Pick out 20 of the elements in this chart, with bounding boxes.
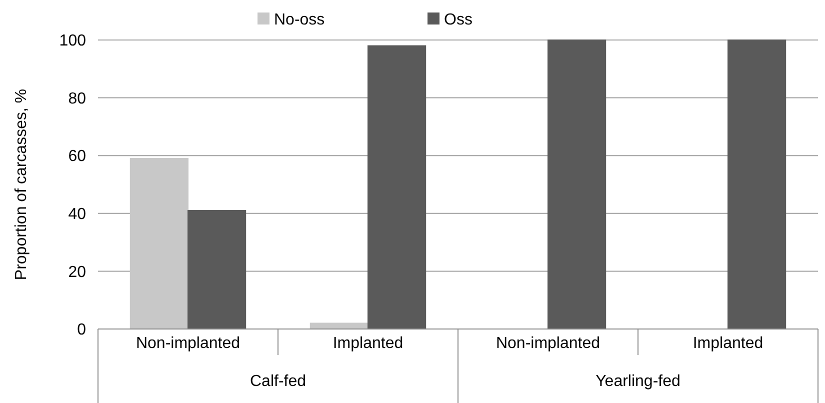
y-tick-label: 0 [77, 322, 86, 339]
text: Yearling-fed [596, 373, 680, 390]
bar [728, 40, 786, 330]
y-axis-title: Proportion of carcasses, % [13, 88, 30, 280]
x-tick-label: Non-implanted [496, 335, 600, 352]
x-tick-label: Non-implanted [136, 335, 240, 352]
legend-label: No-oss [274, 12, 325, 29]
y-tick-label: 40 [68, 206, 86, 223]
y-tick-label: 80 [68, 90, 86, 108]
bar [548, 40, 606, 330]
legend-label: Oss [444, 12, 472, 29]
bar [130, 158, 188, 330]
y-tick-label: 20 [68, 264, 86, 281]
bar [368, 45, 426, 330]
x-tick-label: Implanted [692, 335, 764, 352]
bar [188, 210, 246, 330]
x-tick-label: Implanted [332, 335, 404, 352]
text: Calf-fed [250, 373, 306, 390]
y-tick-label: 60 [68, 148, 86, 166]
y-tick-label: 100 [59, 32, 86, 50]
